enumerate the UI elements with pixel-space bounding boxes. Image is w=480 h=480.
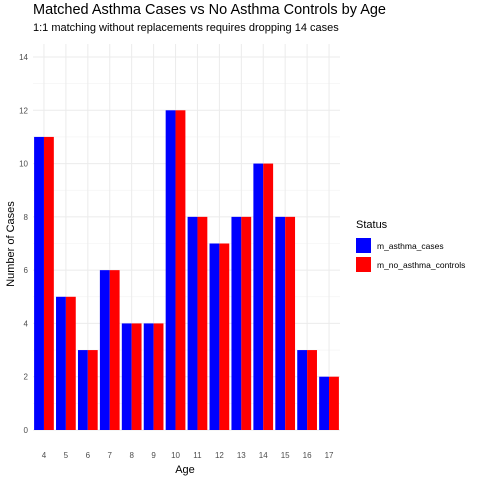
- x-tick-label: 8: [129, 451, 134, 460]
- bars: [34, 110, 339, 431]
- x-tick-label: 4: [42, 451, 47, 460]
- x-tick-label: 10: [171, 451, 180, 460]
- bar-m_no_asthma_controls-6: [87, 350, 98, 430]
- y-axis-title: Number of Cases: [5, 201, 17, 287]
- bar-m_no_asthma_controls-4: [43, 136, 54, 430]
- x-axis-title: Age: [175, 464, 195, 476]
- bar-m_asthma_cases-8: [121, 323, 132, 430]
- legend-title: Status: [356, 219, 388, 231]
- bar-m_asthma_cases-16: [297, 350, 308, 430]
- bar-m_no_asthma_controls-14: [263, 163, 274, 431]
- bar-m_no_asthma_controls-15: [285, 216, 296, 430]
- y-tick-label: 14: [19, 53, 28, 62]
- y-tick-label: 10: [19, 160, 28, 169]
- x-tick-label: 9: [151, 451, 156, 460]
- bar-m_asthma_cases-5: [56, 296, 66, 430]
- bar-m_asthma_cases-9: [143, 323, 154, 430]
- x-tick-label: 13: [237, 451, 246, 460]
- bar-m_no_asthma_controls-8: [131, 323, 142, 430]
- y-tick-label: 0: [24, 426, 29, 435]
- bar-m_asthma_cases-15: [275, 216, 286, 430]
- legend-label-no-asthma-controls: m_no_asthma_controls: [377, 259, 466, 270]
- legend-item-no-asthma-controls: m_no_asthma_controls: [356, 256, 465, 273]
- bar-m_no_asthma_controls-16: [307, 350, 317, 430]
- legend-item-asthma-cases: m_asthma_cases: [356, 237, 465, 254]
- bar-m_asthma_cases-4: [34, 136, 44, 430]
- bar-m_asthma_cases-11: [187, 216, 198, 430]
- bar-m_asthma_cases-13: [231, 216, 242, 430]
- x-tick-label: 17: [325, 451, 334, 460]
- y-tick-label: 8: [24, 213, 29, 222]
- y-tick-label: 12: [19, 106, 28, 115]
- y-tick-label: 2: [24, 373, 29, 382]
- bar-m_no_asthma_controls-13: [241, 216, 252, 430]
- ticks: 0 2 4 6 8 10 12 14 4 5 6 7 8 9 10 11 12 13 14 15 16 17: [19, 53, 334, 460]
- y-tick-label: 4: [24, 319, 29, 328]
- x-tick-label: 11: [193, 451, 202, 460]
- legend-key-no-asthma-controls: [356, 257, 371, 272]
- bar-m_no_asthma_controls-11: [197, 216, 208, 430]
- bar-m_no_asthma_controls-17: [329, 376, 339, 430]
- x-tick-label: 14: [259, 451, 268, 460]
- legend-key-asthma-cases: [356, 238, 371, 253]
- bar-m_asthma_cases-17: [319, 376, 330, 430]
- x-tick-label: 6: [86, 451, 91, 460]
- legend: Status m_asthma_cases m_no_asthma_contro…: [356, 219, 465, 275]
- y-tick-label: 6: [24, 266, 29, 275]
- chart-title: Matched Asthma Cases vs No Asthma Contro…: [33, 2, 386, 18]
- bar-m_asthma_cases-10: [165, 110, 176, 431]
- x-tick-label: 5: [64, 451, 69, 460]
- bar-m_asthma_cases-6: [77, 350, 88, 430]
- bar-m_no_asthma_controls-12: [219, 243, 230, 430]
- x-tick-label: 16: [303, 451, 312, 460]
- bar-m_no_asthma_controls-5: [65, 296, 76, 430]
- x-tick-label: 12: [215, 451, 224, 460]
- chart-subtitle: 1:1 matching without replacements requir…: [33, 22, 339, 34]
- bar-m_asthma_cases-12: [209, 243, 220, 430]
- bar-m_no_asthma_controls-9: [153, 323, 164, 430]
- bar-m_asthma_cases-7: [99, 270, 110, 430]
- legend-label-asthma-cases: m_asthma_cases: [377, 240, 444, 251]
- bar-m_no_asthma_controls-10: [175, 110, 186, 431]
- x-tick-label: 7: [108, 451, 113, 460]
- x-tick-label: 15: [281, 451, 290, 460]
- bar-m_asthma_cases-14: [253, 163, 264, 431]
- bar-m_no_asthma_controls-7: [109, 270, 120, 430]
